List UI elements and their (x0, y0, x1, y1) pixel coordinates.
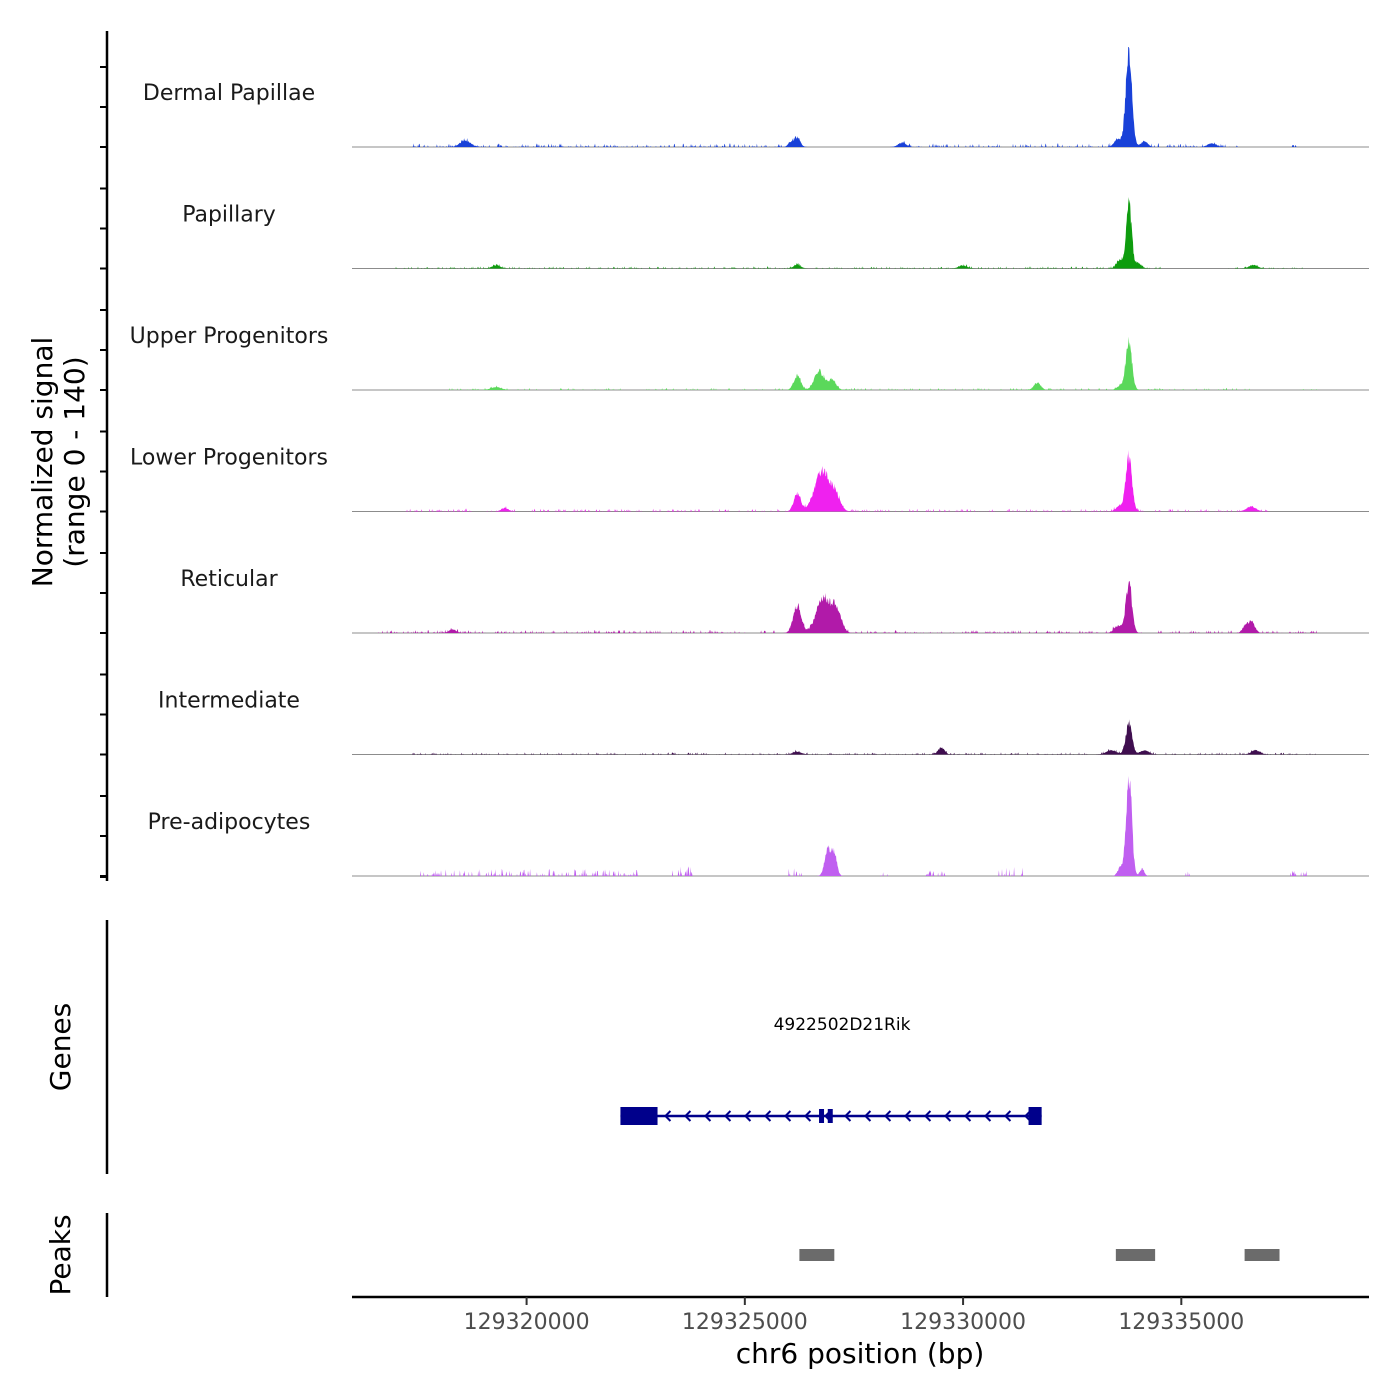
track-upper-progenitors: Upper Progenitors (130, 324, 1369, 391)
x-tick-label: 129335000 (1118, 1310, 1244, 1335)
strand-arrow (984, 1110, 992, 1122)
signal-area (352, 197, 1369, 269)
coverage-axis-ticks (100, 66, 107, 878)
signal-area (352, 580, 1369, 633)
y-axis-title-line2: (range 0 - 140) (58, 356, 91, 567)
strand-arrow (764, 1110, 772, 1122)
track-label: Intermediate (158, 689, 300, 714)
strand-arrow (804, 1110, 812, 1122)
track-label: Dermal Papillae (143, 81, 315, 106)
track-lower-progenitors: Lower Progenitors (130, 446, 1369, 512)
strand-arrow (844, 1110, 852, 1122)
strand-arrow (664, 1110, 672, 1122)
strand-arrow (964, 1110, 972, 1122)
signal-area (352, 450, 1369, 512)
y-axis-title-line1: Normalized signal (26, 337, 59, 588)
signal-area (352, 719, 1369, 755)
gene-exon (620, 1107, 658, 1125)
gene-exon (1028, 1107, 1042, 1125)
strand-arrow (784, 1110, 792, 1122)
strand-arrow (724, 1110, 732, 1122)
peak-region-0 (799, 1249, 835, 1261)
track-papillary: Papillary (182, 197, 1369, 269)
signal-area (352, 336, 1369, 390)
x-tick-label: 129325000 (682, 1310, 808, 1335)
genes-track-label: Genes (44, 1003, 77, 1091)
gene-track: 4922502D21Rik (620, 1015, 1042, 1125)
y-axis-title: Normalized signal (range 0 - 140) (26, 337, 91, 588)
track-label: Papillary (182, 203, 276, 228)
strand-arrow (904, 1110, 912, 1122)
strand-arrow (684, 1110, 692, 1122)
strand-arrow (924, 1110, 932, 1122)
strand-arrow (884, 1110, 892, 1122)
track-label: Upper Progenitors (130, 324, 329, 349)
strand-arrow (1004, 1110, 1012, 1122)
signal-area (352, 47, 1369, 147)
peak-track (799, 1249, 1280, 1261)
peak-region-2 (1244, 1249, 1280, 1261)
strand-arrow (704, 1110, 712, 1122)
track-label: Pre-adipocytes (148, 810, 311, 835)
track-intermediate: Intermediate (158, 689, 1369, 755)
track-label: Lower Progenitors (130, 446, 328, 471)
coverage-tracks: Dermal Papillae Papillary Upper Progenitor… (130, 47, 1369, 877)
track-pre-adipocytes: Pre-adipocytes (148, 776, 1369, 877)
track-label: Reticular (180, 567, 278, 592)
gene-name: 4922502D21Rik (774, 1015, 911, 1035)
signal-area (352, 776, 1369, 876)
x-tick-label: 129330000 (900, 1310, 1026, 1335)
strand-arrow (864, 1110, 872, 1122)
strand-arrow (744, 1110, 752, 1122)
gene-exon (819, 1109, 825, 1123)
strand-arrow (944, 1110, 952, 1122)
peak-region-1 (1115, 1249, 1156, 1261)
x-axis-title: chr6 position (bp) (736, 1337, 985, 1370)
track-dermal-papillae: Dermal Papillae (143, 47, 1369, 148)
x-tick-label: 129320000 (464, 1310, 590, 1335)
track-reticular: Reticular (180, 567, 1369, 634)
peaks-track-label: Peaks (44, 1214, 77, 1295)
x-axis-ticks: 129320000 129325000 129330000 129335000 (464, 1297, 1244, 1335)
gene-model: 4922502D21Rik (620, 1015, 1042, 1125)
gene-exon (827, 1109, 833, 1123)
